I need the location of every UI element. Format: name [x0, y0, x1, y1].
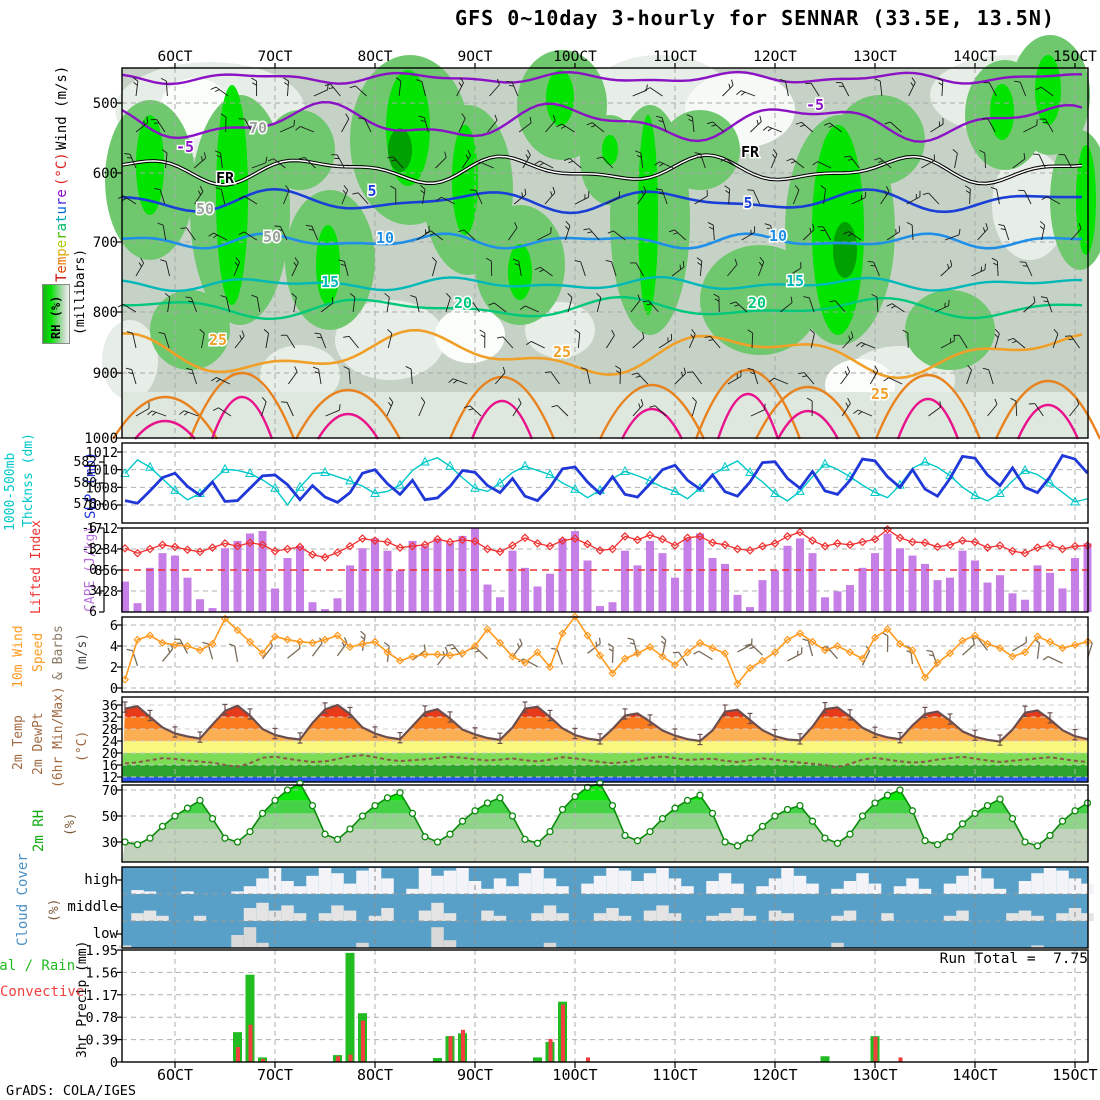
svg-text:15OCT: 15OCT: [1052, 1066, 1097, 1084]
grads-footer: GrADS: COLA/IGES: [6, 1083, 137, 1099]
svg-text:900: 900: [93, 366, 118, 382]
svg-text:70: 70: [102, 783, 118, 799]
svg-text:1.17: 1.17: [85, 988, 118, 1004]
run-total: Run Total = 7.75: [939, 951, 1088, 967]
svg-text:5: 5: [743, 194, 752, 212]
svg-text:13OCT: 13OCT: [853, 49, 897, 65]
precip-total-label: Total / Rain: [0, 958, 76, 974]
svg-text:3: 3: [89, 584, 97, 599]
svg-text:0: 0: [89, 563, 97, 578]
svg-text:25: 25: [553, 343, 571, 361]
svg-text:32: 32: [102, 710, 118, 726]
svg-text:36: 36: [102, 698, 118, 714]
svg-text:9OCT: 9OCT: [458, 49, 493, 65]
svg-text:28: 28: [102, 722, 118, 738]
svg-text:11OCT: 11OCT: [653, 49, 697, 65]
svg-text:10OCT: 10OCT: [552, 1066, 597, 1084]
svg-text:1000: 1000: [84, 431, 118, 447]
svg-text:15OCT: 15OCT: [1053, 49, 1097, 65]
svg-text:20: 20: [102, 746, 118, 762]
svg-text:5: 5: [367, 182, 376, 200]
svg-text:500: 500: [93, 96, 118, 112]
svg-text:7OCT: 7OCT: [258, 49, 293, 65]
svg-text:856: 856: [95, 564, 118, 579]
svg-text:13OCT: 13OCT: [852, 1066, 897, 1084]
svg-text:30: 30: [102, 835, 118, 851]
svg-text:25: 25: [871, 385, 889, 403]
svg-text:10: 10: [376, 229, 394, 247]
svg-text:-6: -6: [81, 521, 97, 536]
svg-text:600: 600: [93, 166, 118, 182]
svg-text:2: 2: [110, 660, 118, 676]
svg-text:9OCT: 9OCT: [457, 1066, 493, 1084]
svg-text:12: 12: [102, 770, 118, 786]
svg-text:low: low: [93, 926, 119, 942]
svg-text:1006: 1006: [85, 498, 118, 514]
svg-text:10OCT: 10OCT: [553, 49, 597, 65]
svg-text:1284: 1284: [87, 543, 118, 558]
svg-text:16: 16: [102, 758, 118, 774]
svg-text:11OCT: 11OCT: [652, 1066, 697, 1084]
svg-text:-5: -5: [806, 96, 824, 114]
svg-text:14OCT: 14OCT: [953, 49, 997, 65]
svg-text:20: 20: [454, 294, 472, 312]
svg-text:800: 800: [93, 305, 118, 321]
svg-text:8OCT: 8OCT: [358, 49, 393, 65]
precip-convective-label: Convective: [0, 984, 85, 1000]
svg-text:1.56: 1.56: [85, 965, 118, 981]
svg-text:24: 24: [102, 734, 118, 750]
svg-text:1712: 1712: [87, 522, 118, 537]
svg-text:middle: middle: [67, 899, 118, 915]
svg-text:50: 50: [102, 809, 118, 825]
svg-text:14OCT: 14OCT: [952, 1066, 997, 1084]
svg-text:-3: -3: [81, 542, 97, 557]
svg-text:700: 700: [93, 235, 118, 251]
chart-title: GFS 0~10day 3-hourly for SENNAR (33.5E, …: [455, 6, 1055, 30]
svg-text:580: 580: [74, 476, 97, 491]
svg-text:6: 6: [89, 605, 97, 620]
svg-text:4: 4: [110, 639, 118, 655]
rh-legend-swatch: RH (%): [42, 284, 70, 344]
svg-text:15: 15: [321, 273, 339, 291]
svg-text:-5: -5: [176, 138, 194, 156]
svg-text:12OCT: 12OCT: [753, 49, 797, 65]
svg-text:0.78: 0.78: [85, 1010, 118, 1026]
svg-text:15: 15: [786, 272, 804, 290]
svg-text:high: high: [84, 872, 118, 888]
svg-text:10: 10: [769, 227, 787, 245]
svg-text:0.39: 0.39: [85, 1033, 118, 1049]
svg-text:20: 20: [748, 294, 766, 312]
svg-text:1010: 1010: [85, 463, 118, 479]
svg-text:582: 582: [74, 455, 97, 470]
svg-text:50: 50: [196, 200, 214, 218]
svg-text:1012: 1012: [85, 445, 118, 461]
svg-text:6: 6: [110, 618, 118, 634]
svg-text:8OCT: 8OCT: [357, 1066, 393, 1084]
svg-text:578: 578: [74, 497, 97, 512]
svg-text:6OCT: 6OCT: [158, 49, 193, 65]
svg-text:428: 428: [95, 585, 118, 600]
svg-text:FR: FR: [216, 169, 235, 187]
svg-text:0: 0: [110, 1055, 118, 1071]
svg-text:25: 25: [209, 331, 227, 349]
svg-text:7OCT: 7OCT: [257, 1066, 293, 1084]
svg-text:1008: 1008: [85, 480, 118, 496]
svg-text:FR: FR: [741, 143, 760, 161]
svg-text:12OCT: 12OCT: [752, 1066, 797, 1084]
svg-text:6OCT: 6OCT: [157, 1066, 193, 1084]
svg-text:70: 70: [249, 119, 267, 137]
svg-text:1.95: 1.95: [85, 943, 118, 959]
svg-text:50: 50: [263, 228, 281, 246]
svg-text:0: 0: [110, 681, 118, 697]
